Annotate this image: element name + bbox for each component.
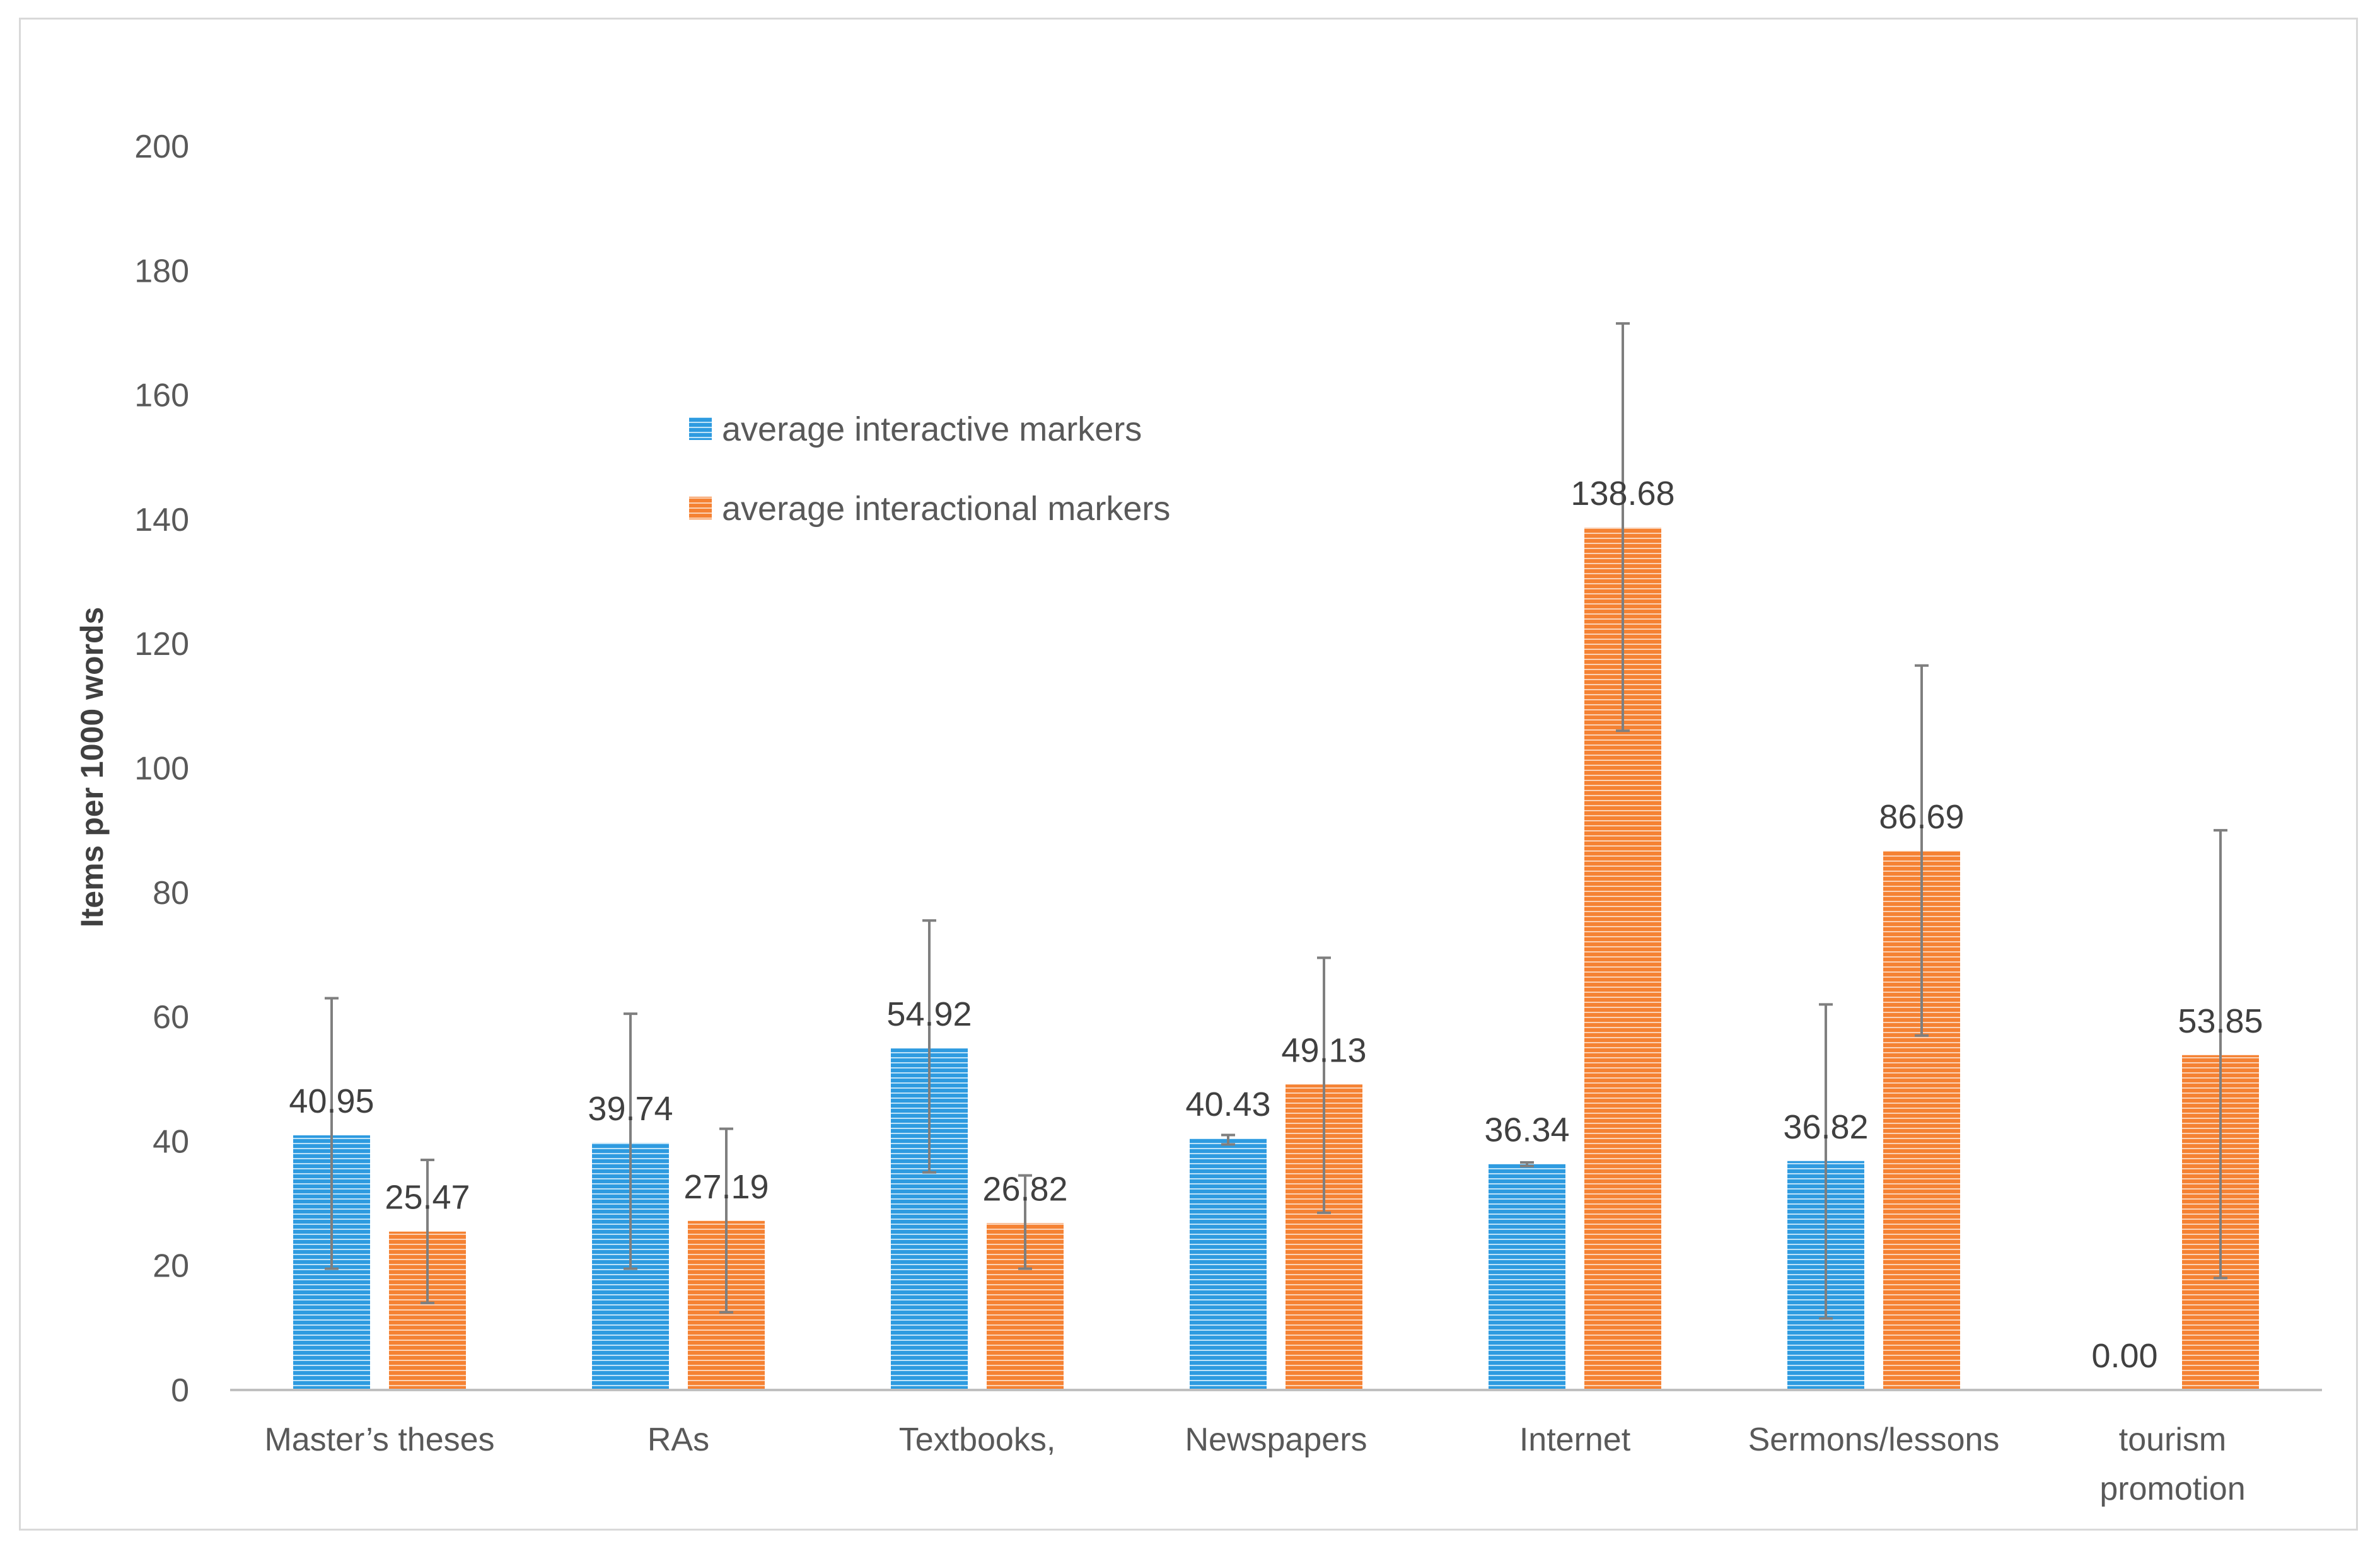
data-labels: 40.95 39.74 54.92 40.43 36.34 36.82 0.00 25.47 2…	[289, 475, 2263, 1375]
y-tick-label: 60	[153, 999, 189, 1036]
y-axis-title: Items per 1000 words	[74, 607, 110, 928]
data-label: 138.68	[1570, 475, 1675, 513]
bar-interactive	[1190, 1138, 1267, 1390]
data-label: 86.69	[1879, 798, 1964, 836]
data-label: 27.19	[683, 1168, 769, 1206]
category-label: Master’s theses	[264, 1422, 494, 1458]
y-tick-label: 180	[134, 253, 189, 289]
y-tick-label: 120	[134, 626, 189, 663]
data-label: 39.74	[588, 1090, 673, 1128]
y-tick-label: 160	[134, 378, 189, 414]
data-label: 40.95	[289, 1082, 374, 1120]
legend-entry: average interactional markers	[722, 490, 1170, 528]
data-label: 49.13	[1281, 1031, 1366, 1069]
y-tick-label: 80	[153, 875, 189, 912]
bar-interactive	[1489, 1164, 1565, 1390]
category-label: Newspapers	[1185, 1422, 1367, 1458]
legend: average interactive markers average inter…	[689, 410, 1170, 528]
y-axis: 0 20 40 60 80 100 120 140 160 180 200	[134, 129, 189, 1409]
y-tick-label: 200	[134, 129, 189, 165]
legend-swatch-interactional	[689, 497, 712, 519]
x-axis: Master’s theses RAs Textbooks, Newspapers In…	[230, 1389, 2322, 1507]
data-label: 36.34	[1484, 1111, 1569, 1149]
category-label: Sermons/lessons	[1748, 1422, 2000, 1458]
y-tick-label: 20	[153, 1248, 189, 1285]
data-label: 25.47	[385, 1179, 470, 1217]
data-label: 40.43	[1185, 1086, 1270, 1123]
legend-entry: average interactive markers	[722, 410, 1142, 448]
category-label: promotion	[2099, 1471, 2245, 1507]
category-label: RAs	[647, 1422, 709, 1458]
category-label: tourism	[2119, 1422, 2226, 1458]
data-label: 36.82	[1783, 1108, 1868, 1146]
data-label: 54.92	[886, 995, 972, 1033]
error-bars	[325, 322, 2227, 1320]
y-tick-label: 40	[153, 1123, 189, 1160]
bars	[293, 527, 2259, 1390]
data-label: 26.82	[982, 1170, 1067, 1208]
y-tick-label: 100	[134, 751, 189, 787]
category-label: Internet	[1519, 1422, 1631, 1458]
legend-swatch-interactive	[689, 417, 712, 440]
y-tick-label: 140	[134, 502, 189, 538]
data-label: 53.85	[2178, 1002, 2263, 1040]
y-tick-label: 0	[171, 1372, 189, 1409]
category-label: Textbooks,	[899, 1422, 1056, 1458]
data-label: 0.00	[2091, 1337, 2157, 1375]
